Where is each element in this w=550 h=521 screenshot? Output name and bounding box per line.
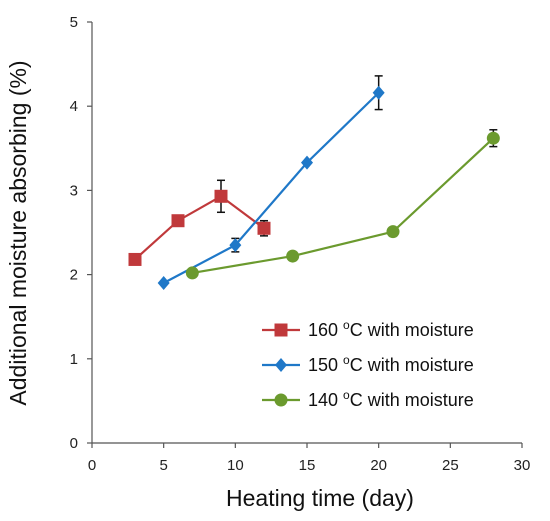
legend-label-number: 160 [308,320,343,340]
legend-label-number: 150 [308,355,343,375]
data-point [229,238,242,253]
y-tick-label: 5 [70,14,78,31]
y-tick-label: 0 [70,435,78,452]
legend-label: 150 oC with moisture [308,353,474,375]
legend-swatch-marker [274,393,288,407]
series-3 [185,129,500,280]
x-tick-label: 10 [227,457,244,474]
legend-swatch-marker [275,358,287,372]
series-layer [128,75,500,291]
data-point [486,131,500,145]
legend-label-rest: C with moisture [350,320,474,340]
data-point [157,276,170,291]
x-tick-label: 30 [514,457,531,474]
legend-item-2: 150 oC with moisture [262,353,474,375]
data-point [128,252,142,266]
series-2 [157,75,385,291]
data-point [214,189,228,203]
legend-label-number: 140 [308,390,343,410]
series-line [163,91,380,284]
data-point [301,155,313,170]
series-line [134,194,265,261]
legend-label: 160 oC with moisture [308,318,474,340]
legend-label-rest: C with moisture [350,390,474,410]
legend-swatch-marker [274,323,288,337]
x-tick-label: 0 [88,457,96,474]
legend-label-sup: o [343,388,350,402]
x-tick-label: 25 [442,457,459,474]
legend-item-3: 140 oC with moisture [262,388,474,410]
series-line [192,137,495,275]
series-1 [128,179,271,266]
y-tick-label: 2 [70,267,78,284]
data-point [257,221,271,235]
y-tick-label: 3 [70,182,78,199]
legend-label-sup: o [343,353,350,367]
x-tick-label: 5 [159,457,167,474]
legend-label-rest: C with moisture [350,355,474,375]
x-axis-title: Heating time (day) [226,485,414,511]
x-ticks: 0 5 10 15 20 25 30 [88,443,531,474]
y-tick-label: 4 [70,98,78,115]
legend-label-sup: o [343,318,350,332]
y-ticks: 0 1 2 3 4 5 [70,14,92,452]
legend-label: 140 oC with moisture [308,388,474,410]
y-tick-label: 1 [70,351,78,368]
x-tick-label: 20 [370,457,387,474]
y-axis-title: Additional moisture absorbing (%) [5,60,31,405]
data-point [386,225,400,239]
data-point [185,266,199,280]
legend-item-1: 160 oC with moisture [262,318,474,340]
data-point [372,85,385,100]
data-point [171,214,185,228]
data-point [286,249,300,263]
x-tick-label: 15 [299,457,316,474]
axes [91,22,522,444]
